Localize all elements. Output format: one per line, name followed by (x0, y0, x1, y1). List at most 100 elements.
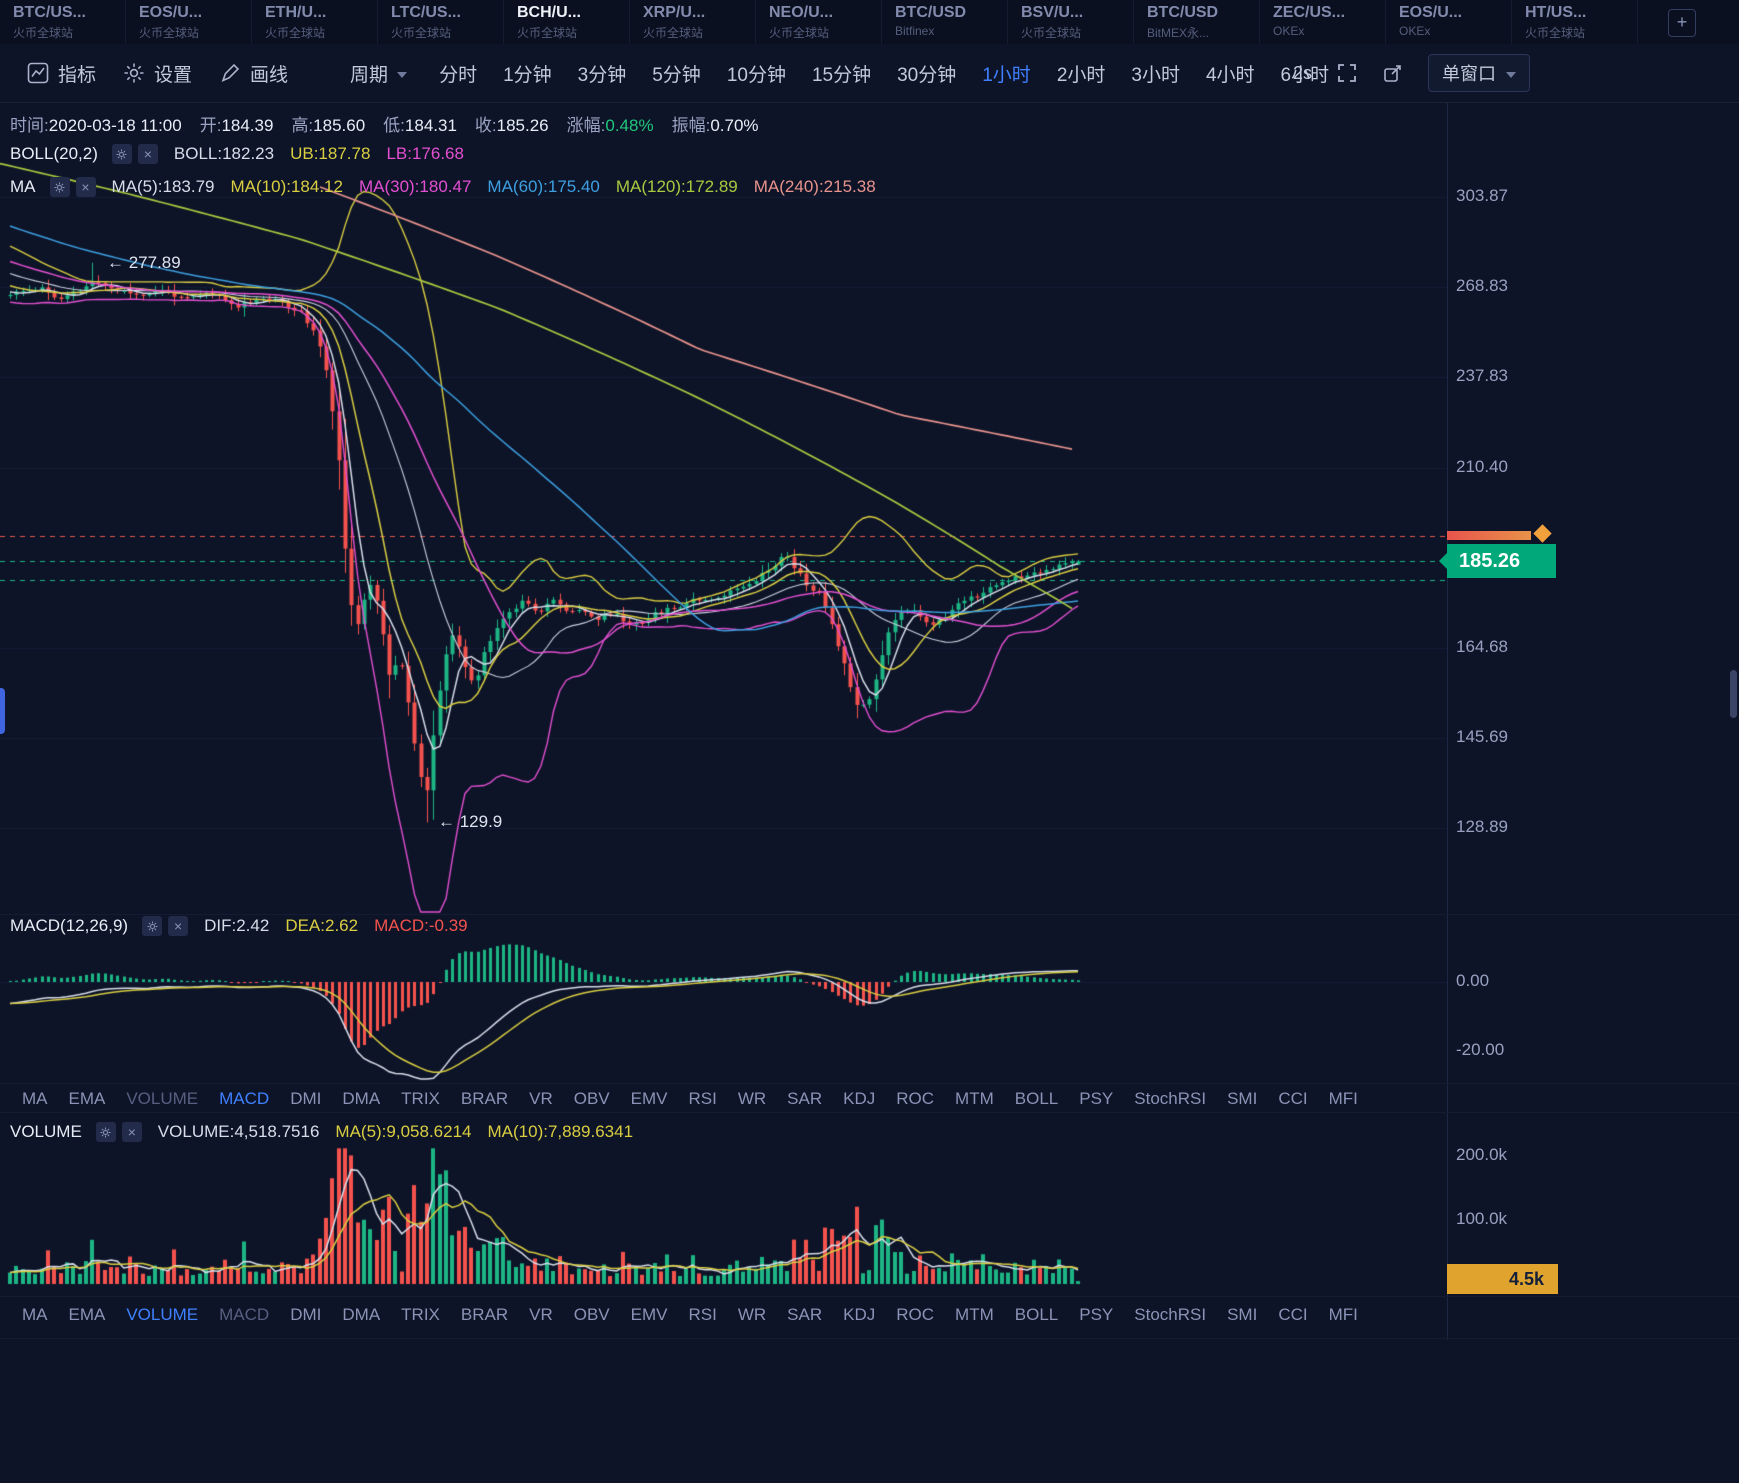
indicator-tab-rsi[interactable]: RSI (688, 1305, 717, 1324)
indicator-value: MA(5):183.79 (111, 177, 215, 196)
indicator-tab-macd[interactable]: MACD (219, 1089, 270, 1108)
indicator-tab-ema[interactable]: EMA (68, 1305, 106, 1324)
indicator-tab-obv[interactable]: OBV (573, 1089, 610, 1108)
indicator-tab-mtm[interactable]: MTM (955, 1305, 994, 1324)
indicator-tab-smi[interactable]: SMI (1227, 1089, 1258, 1108)
macd-indicator-bar: MACD(12,26,9) × DIF:2.42 DEA:2.62 MACD:-0.39 (10, 916, 468, 936)
window-mode-dropdown[interactable]: 单窗口 (1428, 54, 1531, 92)
pair-tab-btcusd[interactable]: BTC/USD BitMEX永... (1134, 0, 1260, 44)
indicator-tab-macd[interactable]: MACD (219, 1305, 270, 1324)
indicator-tab-mfi[interactable]: MFI (1328, 1305, 1358, 1324)
close-icon[interactable]: × (168, 916, 189, 936)
popout-icon[interactable] (1382, 62, 1404, 84)
pair-tab-btcusd[interactable]: BTC/USD Bitfinex (882, 0, 1008, 44)
main-chart-canvas[interactable] (0, 100, 1447, 915)
indicator-tab-vr[interactable]: VR (529, 1305, 553, 1324)
pair-tab-ltcus[interactable]: LTC/US... 火币全球站 (378, 0, 504, 44)
timeframe-10分钟[interactable]: 10分钟 (726, 64, 786, 86)
timeframe-4小时[interactable]: 4小时 (1205, 64, 1255, 86)
axis-scrollbar[interactable] (1730, 670, 1737, 718)
indicator-tab-sar[interactable]: SAR (787, 1089, 823, 1108)
period-dropdown[interactable]: 周期 (350, 60, 408, 87)
refresh-interval-button[interactable]: 2s (1293, 62, 1313, 83)
indicator-tab-volume[interactable]: VOLUME (126, 1305, 199, 1324)
pair-tab-zecus[interactable]: ZEC/US... OKEx (1260, 0, 1386, 44)
indicator-tab-dma[interactable]: DMA (342, 1305, 381, 1324)
close-icon[interactable]: × (75, 177, 96, 197)
indicator-tab-kdj[interactable]: KDJ (843, 1305, 876, 1324)
pair-tab-btcus[interactable]: BTC/US... 火币全球站 (0, 0, 126, 44)
indicator-tab-cci[interactable]: CCI (1278, 1089, 1308, 1108)
indicator-tab-trix[interactable]: TRIX (401, 1305, 440, 1324)
indicator-tab-wr[interactable]: WR (737, 1305, 767, 1324)
indicator-tab-psy[interactable]: PSY (1079, 1089, 1114, 1108)
indicator-value: DIF:2.42 (204, 916, 270, 935)
indicator-tab-emv[interactable]: EMV (630, 1305, 668, 1324)
timeframe-3分钟[interactable]: 3分钟 (577, 64, 627, 86)
indicator-tab-smi[interactable]: SMI (1227, 1305, 1258, 1324)
indicator-tab-brar[interactable]: BRAR (460, 1089, 509, 1108)
indicator-tab-sar[interactable]: SAR (787, 1305, 823, 1324)
timeframe-30分钟[interactable]: 30分钟 (897, 64, 957, 86)
timeframe-5分钟[interactable]: 5分钟 (652, 64, 701, 86)
indicator-tab-trix[interactable]: TRIX (401, 1089, 440, 1108)
indicator-tab-roc[interactable]: ROC (896, 1089, 935, 1108)
indicator-tab-cci[interactable]: CCI (1278, 1305, 1308, 1324)
indicator-tab-mfi[interactable]: MFI (1328, 1089, 1358, 1108)
draw-tool-button[interactable]: 画线 (219, 60, 288, 87)
indicator-tab-ma[interactable]: MA (22, 1089, 48, 1108)
macd-pane-canvas[interactable] (0, 915, 1447, 1083)
pair-tab-ethu[interactable]: ETH/U... 火币全球站 (252, 0, 378, 44)
price-axis[interactable] (1448, 100, 1739, 1293)
pair-tab-eosu[interactable]: EOS/U... 火币全球站 (126, 0, 252, 44)
indicator-tab-dmi[interactable]: DMI (290, 1305, 322, 1324)
indicator-tab-dma[interactable]: DMA (342, 1089, 381, 1108)
pair-tab-neou[interactable]: NEO/U... 火币全球站 (756, 0, 882, 44)
expand-icon[interactable] (1336, 62, 1358, 84)
indicator-tab-roc[interactable]: ROC (896, 1305, 935, 1324)
indicator-tab-rsi[interactable]: RSI (688, 1089, 717, 1108)
info-label: 低: (383, 116, 405, 135)
indicator-tab-kdj[interactable]: KDJ (843, 1089, 876, 1108)
indicator-tab-brar[interactable]: BRAR (460, 1305, 509, 1324)
close-icon[interactable]: × (137, 144, 158, 164)
indicator-tab-ema[interactable]: EMA (68, 1089, 106, 1108)
indicator-tab-vr[interactable]: VR (529, 1089, 553, 1108)
settings-icon[interactable] (111, 144, 132, 164)
indicator-tab-ma[interactable]: MA (22, 1305, 48, 1324)
settings-icon[interactable] (142, 916, 163, 936)
settings-icon[interactable] (95, 1122, 116, 1142)
indicator-tool-button[interactable]: 指标 (27, 60, 96, 87)
pair-tab-eosu[interactable]: EOS/U... OKEx (1386, 0, 1512, 44)
indicator-tab-emv[interactable]: EMV (630, 1089, 668, 1108)
indicator-tab-psy[interactable]: PSY (1079, 1305, 1114, 1324)
indicator-tab-boll[interactable]: BOLL (1014, 1305, 1059, 1324)
timeframe-2小时[interactable]: 2小时 (1056, 64, 1106, 86)
timeframe-分时[interactable]: 分时 (439, 64, 478, 86)
timeframe-6小时[interactable]: 6小时 (1280, 64, 1330, 86)
indicator-tab-stochrsi[interactable]: StochRSI (1134, 1305, 1207, 1324)
indicator-tab-volume[interactable]: VOLUME (126, 1089, 199, 1108)
add-pair-button[interactable]: + (1668, 9, 1696, 37)
timeframe-15分钟[interactable]: 15分钟 (811, 64, 872, 86)
volume-pane-canvas[interactable] (0, 1113, 1447, 1295)
indicator-value: MA(30):180.47 (358, 177, 472, 196)
timeframe-1小时[interactable]: 1小时 (982, 64, 1031, 86)
pair-tab-htus[interactable]: HT/US... 火币全球站 (1512, 0, 1638, 44)
indicator-tab-mtm[interactable]: MTM (955, 1089, 994, 1108)
pair-tab-bsvu[interactable]: BSV/U... 火币全球站 (1008, 0, 1134, 44)
indicator-tab-wr[interactable]: WR (737, 1089, 767, 1108)
pair-tab-xrpu[interactable]: XRP/U... 火币全球站 (630, 0, 756, 44)
panel-collapse-handle[interactable] (0, 688, 5, 734)
indicator-tab-obv[interactable]: OBV (573, 1305, 610, 1324)
indicator-tab-dmi[interactable]: DMI (290, 1089, 322, 1108)
pair-tab-bchu[interactable]: BCH/U... 火币全球站 (504, 0, 630, 44)
current-volume-value: 4.5k (1508, 1268, 1544, 1289)
indicator-tab-stochrsi[interactable]: StochRSI (1134, 1089, 1207, 1108)
close-icon[interactable]: × (121, 1122, 142, 1142)
timeframe-3小时[interactable]: 3小时 (1131, 64, 1180, 86)
settings-tool-button[interactable]: 设置 (123, 60, 192, 87)
indicator-tab-boll[interactable]: BOLL (1014, 1089, 1059, 1108)
timeframe-1分钟[interactable]: 1分钟 (503, 64, 552, 86)
settings-icon[interactable] (49, 177, 70, 197)
